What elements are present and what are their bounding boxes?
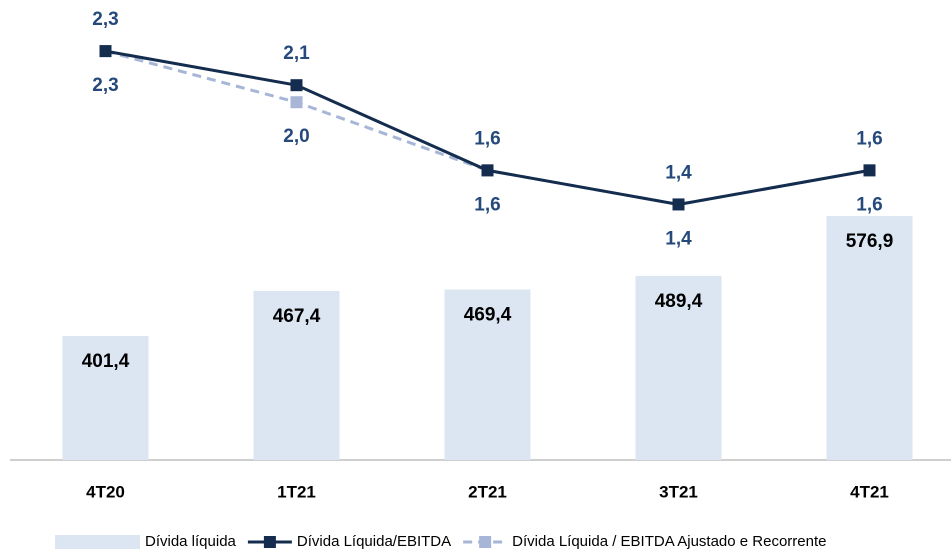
x-tick-label: 3T21 [659,482,698,501]
legend-label: Dívida Líquida / EBITDA Ajustado e Recor… [512,533,826,550]
line-label: 1,4 [665,162,692,183]
line-label: 1,6 [474,128,500,149]
bar-label: 469,4 [464,305,512,326]
marker [290,96,303,109]
legend-label: Dívida líquida [145,533,237,550]
line-label: 2,0 [283,126,309,147]
x-tick-label: 4T21 [850,482,889,501]
bar-label: 489,4 [655,291,703,312]
marker [290,79,303,92]
bar [826,216,913,460]
line-label: 1,6 [474,194,500,215]
bar [635,275,722,460]
legend-label: Dívida Líquida/EBITDA [297,533,451,550]
legend-marker [479,536,492,548]
legend-swatch [55,535,140,549]
bar-label: 401,4 [82,351,130,372]
bar [444,289,531,460]
line-label: 2,3 [92,9,118,30]
line-label: 1,4 [665,228,692,249]
bar [62,336,149,460]
x-tick-label: 2T21 [468,482,507,501]
bar-label: 467,4 [273,306,321,327]
line-label: 2,1 [283,43,310,64]
marker [672,198,685,211]
marker [863,164,876,177]
bar [253,290,340,460]
legend-marker [263,536,276,548]
line-label: 2,3 [92,75,118,96]
line-label: 1,6 [856,194,882,215]
line-label: 1,6 [856,128,882,149]
marker [99,45,112,58]
x-tick-label: 1T21 [277,482,316,501]
marker [481,164,494,177]
bar-label: 576,9 [846,231,894,252]
x-tick-label: 4T20 [86,482,125,501]
